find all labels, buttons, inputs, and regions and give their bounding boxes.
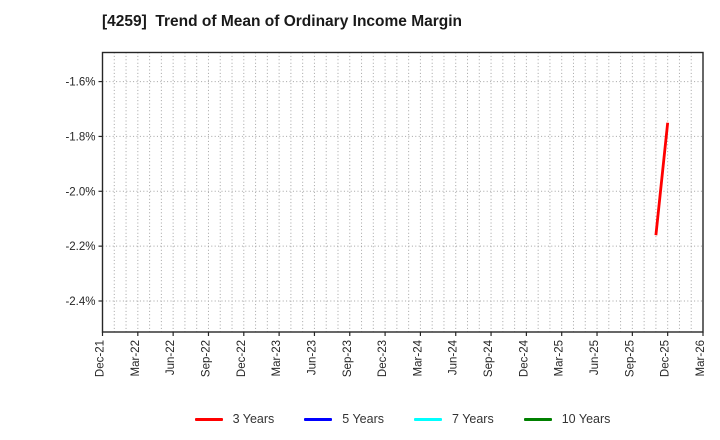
x-tick-label: Sep-23 bbox=[342, 340, 354, 377]
legend-line-swatch-7-years bbox=[414, 417, 443, 421]
x-tick-label: Dec-24 bbox=[518, 339, 530, 377]
x-tick-label: Mar-24 bbox=[412, 339, 424, 376]
plot-border bbox=[101, 51, 704, 333]
series-line-3-years bbox=[654, 122, 670, 236]
legend-label-3-years: 3 Years bbox=[232, 412, 275, 426]
y-tick-label: -2.0% bbox=[65, 186, 95, 198]
x-tick-label: Dec-22 bbox=[236, 340, 248, 377]
legend-item-10-years: 10 Years bbox=[523, 412, 611, 426]
y-tick-label: -1.8% bbox=[65, 131, 95, 143]
legend-label-5-years: 5 Years bbox=[342, 412, 385, 426]
x-tick-label: Sep-24 bbox=[483, 339, 495, 377]
y-tick-label: -1.6% bbox=[65, 77, 95, 89]
legend: 3 Years 5 Years 7 Years 10 Years bbox=[102, 404, 703, 434]
x-tick-label: Sep-25 bbox=[624, 340, 636, 377]
legend-line-swatch-3-years bbox=[194, 417, 223, 421]
x-tick-label: Jun-23 bbox=[306, 340, 318, 375]
legend-line-swatch-10-years bbox=[523, 417, 552, 421]
x-tick-label: Jun-24 bbox=[448, 339, 460, 375]
legend-item-7-years: 7 Years bbox=[414, 412, 494, 426]
x-tick-label: Jun-22 bbox=[165, 340, 177, 375]
legend-line-swatch-5-years bbox=[304, 417, 333, 421]
legend-item-3-years: 3 Years bbox=[194, 412, 275, 426]
chart-title: [4259] Trend of Mean of Ordinary Income … bbox=[102, 13, 463, 30]
legend-label-7-years: 7 Years bbox=[452, 412, 494, 426]
x-tick-label: Mar-23 bbox=[271, 340, 283, 376]
x-tick-label: Mar-22 bbox=[130, 340, 142, 376]
legend-label-10-years: 10 Years bbox=[561, 412, 611, 426]
x-tick-label: Mar-26 bbox=[695, 340, 707, 376]
legend-item-5-years: 5 Years bbox=[304, 412, 384, 426]
y-tick-label: -2.4% bbox=[65, 296, 95, 308]
x-tick-label: Jun-25 bbox=[589, 340, 601, 375]
x-tick-label: Dec-23 bbox=[377, 340, 389, 377]
x-tick-label: Dec-25 bbox=[660, 340, 672, 377]
y-tick-label: -2.2% bbox=[65, 241, 95, 253]
x-tick-label: Sep-22 bbox=[200, 340, 212, 377]
x-tick-label: Mar-25 bbox=[554, 340, 566, 376]
x-tick-label: Dec-21 bbox=[95, 340, 107, 377]
